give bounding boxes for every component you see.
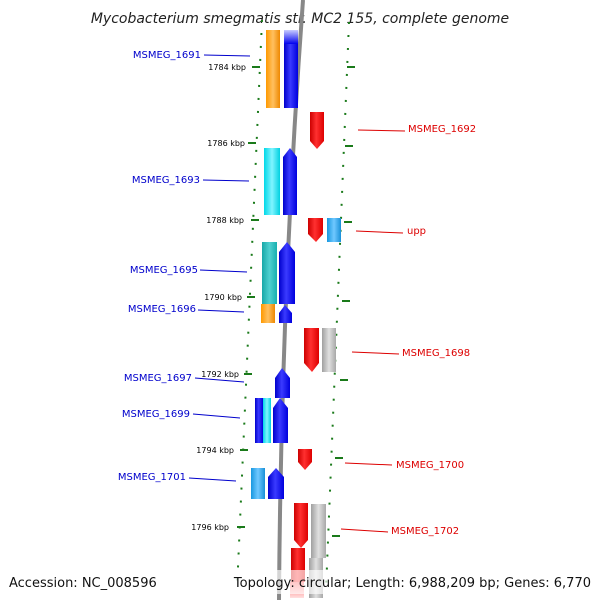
cds-forward bbox=[268, 468, 284, 499]
cds-forward bbox=[284, 30, 298, 108]
cog-block bbox=[261, 304, 275, 323]
label-connector bbox=[197, 309, 245, 313]
label-connector bbox=[351, 351, 400, 355]
gene-label[interactable]: MSMEG_1701 bbox=[118, 472, 186, 483]
cds-reverse bbox=[310, 112, 324, 149]
tick-label: 1788 kbp bbox=[206, 216, 244, 225]
gene-label[interactable]: MSMEG_1696 bbox=[128, 304, 196, 315]
gene-label[interactable]: MSMEG_1697 bbox=[124, 373, 192, 384]
gene-label[interactable]: MSMEG_1695 bbox=[130, 265, 198, 276]
gene-label[interactable]: MSMEG_1702 bbox=[391, 526, 459, 537]
label-connector bbox=[203, 54, 251, 57]
forward-features bbox=[251, 30, 298, 499]
cds-reverse bbox=[298, 449, 312, 470]
reverse-features bbox=[290, 112, 341, 598]
label-connector bbox=[340, 528, 389, 533]
cds-reverse bbox=[294, 503, 308, 548]
cog-block bbox=[327, 218, 341, 242]
axis-ticks: 1784 kbp 1786 kbp 1788 kbp 1790 kbp 1792… bbox=[191, 63, 355, 537]
label-connector bbox=[192, 413, 241, 419]
label-connector bbox=[344, 462, 393, 466]
outer-dotted-ring bbox=[325, 21, 350, 591]
tick-label: 1784 kbp bbox=[208, 63, 246, 72]
forward-gene-labels: MSMEG_1691 MSMEG_1693 MSMEG_1695 MSMEG_1… bbox=[118, 50, 251, 483]
label-connector bbox=[355, 230, 404, 234]
cog-block bbox=[262, 242, 277, 304]
cds-forward bbox=[275, 368, 290, 398]
tick-label: 1794 kbp bbox=[196, 446, 234, 455]
cds-forward bbox=[283, 148, 297, 215]
label-connector bbox=[202, 179, 250, 182]
tick-label: 1786 kbp bbox=[207, 139, 245, 148]
pseudo-gene bbox=[311, 504, 326, 558]
label-connector bbox=[188, 477, 237, 482]
gene-label[interactable]: MSMEG_1700 bbox=[396, 460, 464, 471]
cog-block bbox=[263, 398, 271, 443]
cog-block bbox=[266, 30, 280, 108]
summary-text: Topology: circular; Length: 6,988,209 bp… bbox=[233, 576, 591, 591]
cds-forward bbox=[273, 398, 288, 443]
cds-reverse bbox=[308, 218, 323, 242]
tick-label: 1792 kbp bbox=[201, 370, 239, 379]
inner-dotted-ring bbox=[236, 19, 263, 591]
tick-label: 1790 kbp bbox=[204, 293, 242, 302]
label-connector bbox=[199, 269, 248, 273]
cds-forward bbox=[279, 305, 292, 323]
gene-label[interactable]: MSMEG_1691 bbox=[133, 50, 201, 61]
label-connector bbox=[357, 129, 406, 132]
gene-label[interactable]: MSMEG_1693 bbox=[132, 175, 200, 186]
cds-forward-edge bbox=[284, 30, 298, 44]
tick-label: 1796 kbp bbox=[191, 523, 229, 532]
label-connector bbox=[194, 377, 245, 383]
accession-text: Accession: NC_008596 bbox=[9, 576, 157, 591]
gene-label[interactable]: MSMEG_1692 bbox=[408, 124, 476, 135]
gene-label[interactable]: upp bbox=[407, 226, 426, 237]
cog-block bbox=[255, 398, 263, 443]
reverse-gene-labels: MSMEG_1692 upp MSMEG_1698 MSMEG_1700 MSM… bbox=[340, 124, 476, 537]
cds-reverse bbox=[304, 328, 319, 372]
footer-background bbox=[0, 570, 600, 594]
gene-label[interactable]: MSMEG_1698 bbox=[402, 348, 470, 359]
cog-block bbox=[251, 468, 265, 499]
pseudo-gene bbox=[322, 328, 336, 372]
gene-label[interactable]: MSMEG_1699 bbox=[122, 409, 190, 420]
cog-block bbox=[264, 148, 280, 215]
cds-forward bbox=[279, 242, 295, 304]
